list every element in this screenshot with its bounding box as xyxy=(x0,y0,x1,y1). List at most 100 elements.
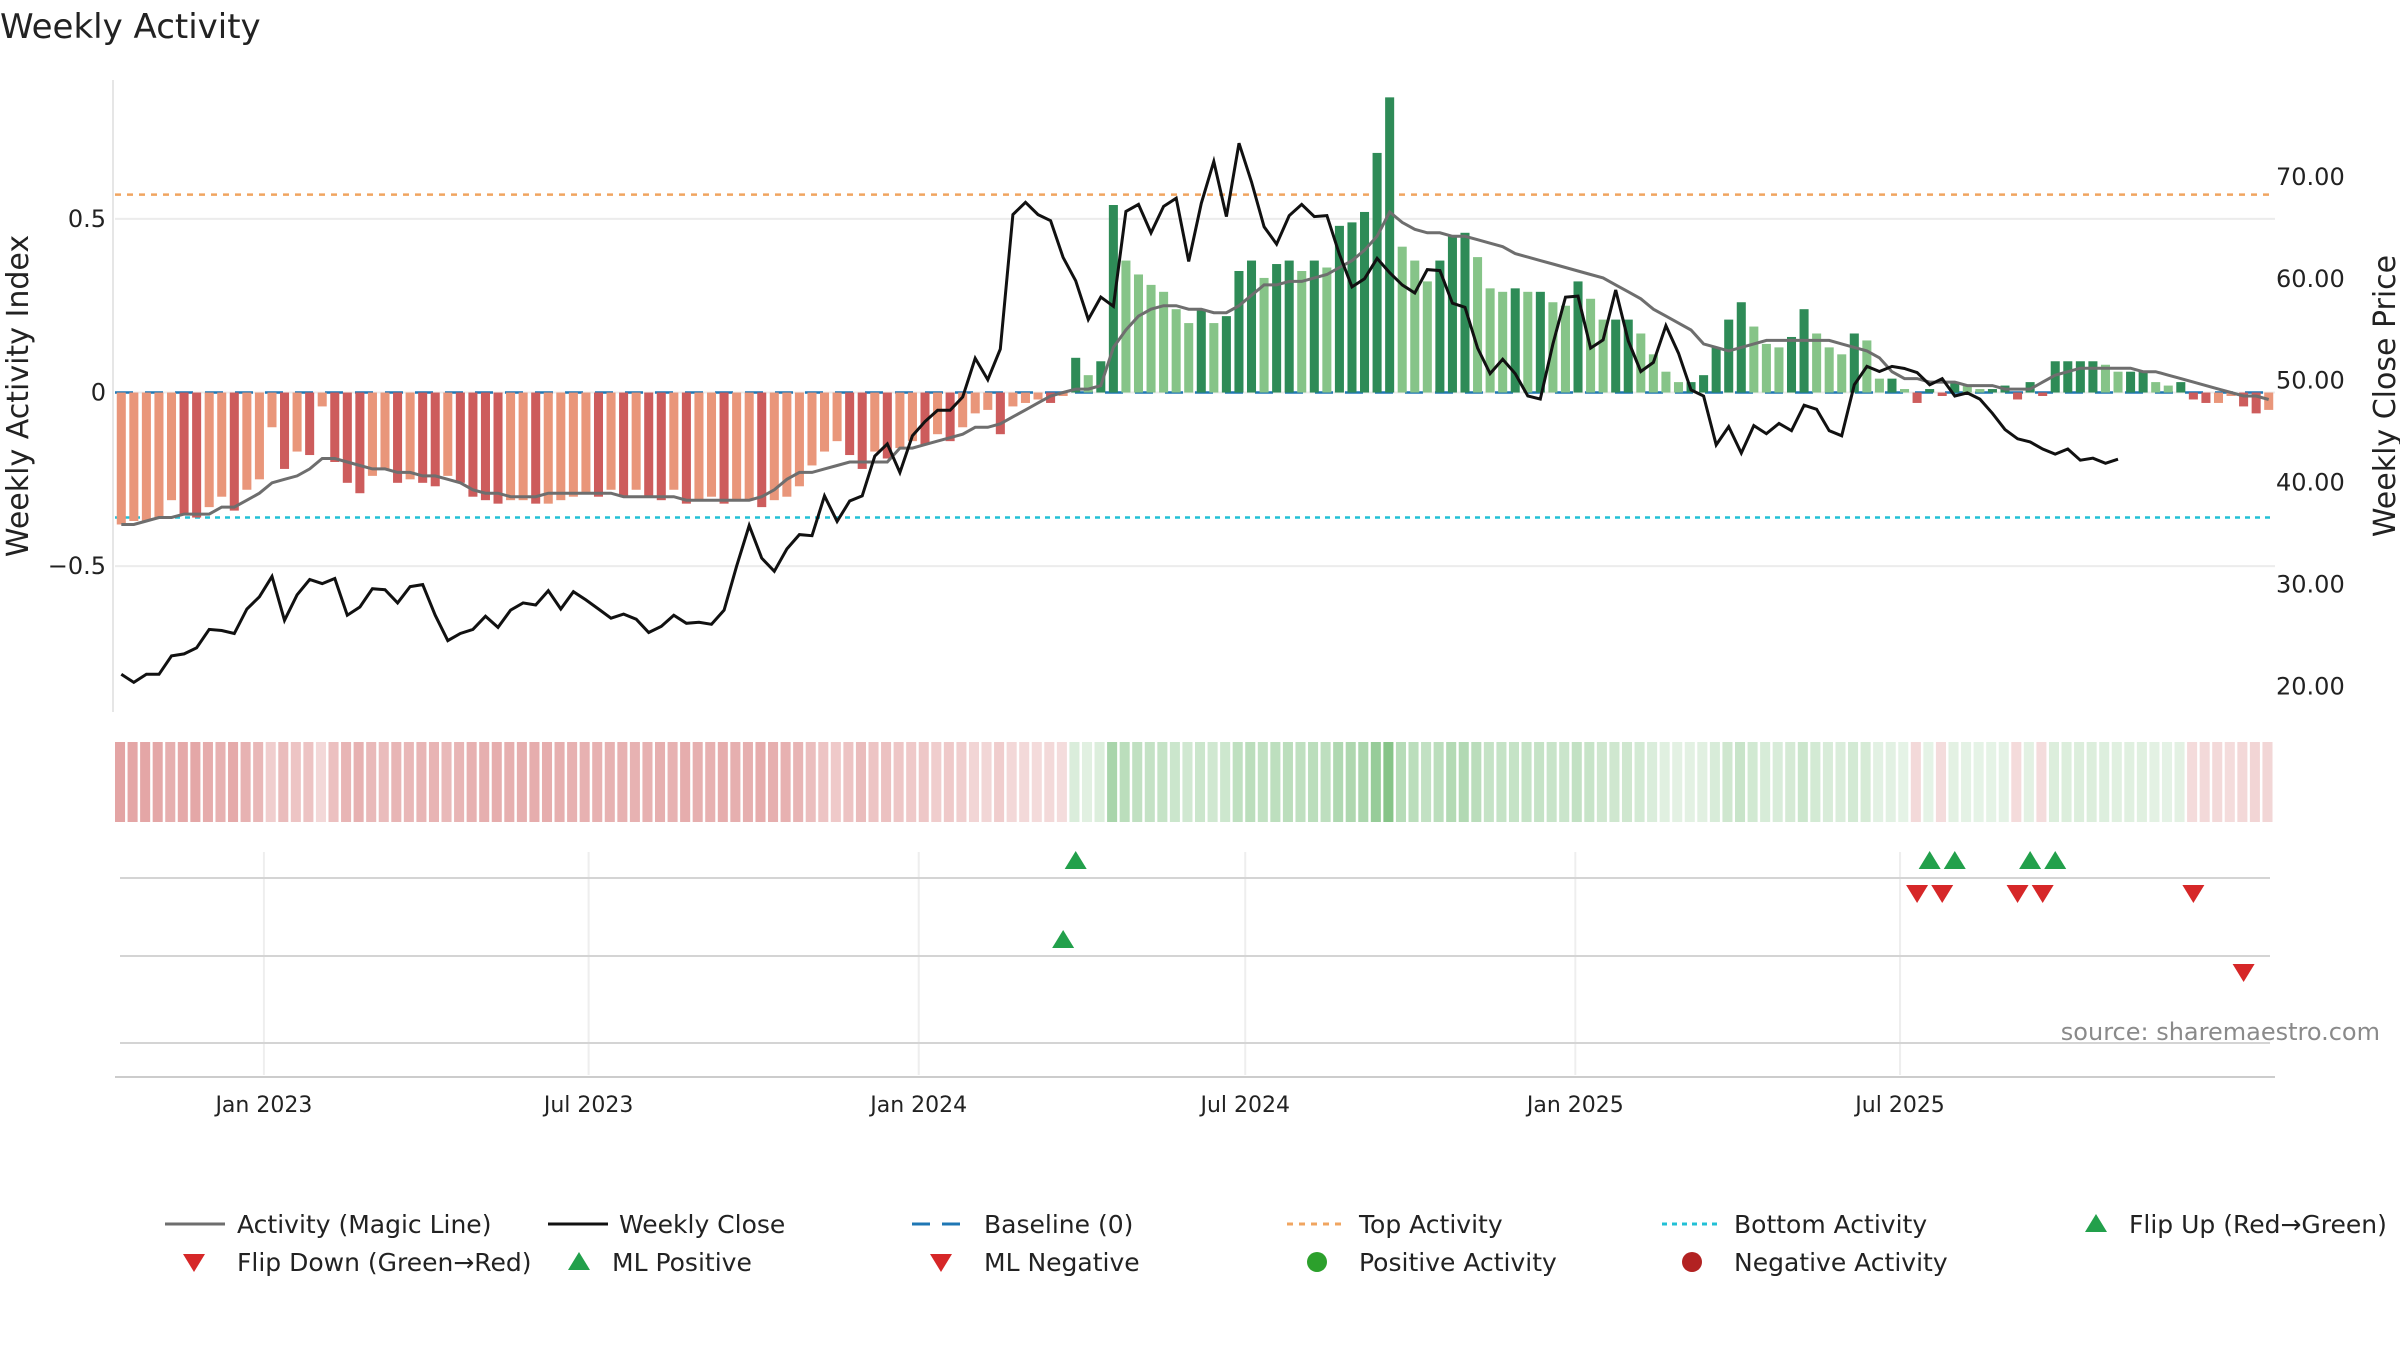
heat-cell xyxy=(1722,742,1733,822)
heat-cell xyxy=(2161,742,2173,822)
activity-bar xyxy=(1849,333,1859,393)
activity-bar xyxy=(1636,333,1646,393)
heat-cell xyxy=(1546,742,1557,822)
activity-bar xyxy=(807,392,817,466)
heat-cell xyxy=(2111,742,2122,822)
activity-bar xyxy=(1284,260,1294,393)
activity-bar xyxy=(2151,382,2161,393)
activity-bar xyxy=(644,392,654,497)
activity-bar xyxy=(254,392,264,480)
activity-bar xyxy=(669,392,679,490)
activity-bar xyxy=(1749,326,1759,393)
heat-cell xyxy=(755,742,766,822)
activity-bar xyxy=(380,392,390,469)
activity-bar xyxy=(1535,291,1545,393)
legend-item-bottom: Bottom Activity xyxy=(1662,1210,1927,1239)
heat-cell xyxy=(303,742,314,822)
flip-down-marker xyxy=(2006,885,2029,903)
activity-bar xyxy=(1937,392,1947,396)
heat-cell xyxy=(2011,742,2022,822)
activity-bar xyxy=(1171,309,1181,393)
activity-bar xyxy=(2100,364,2110,393)
heat-cell xyxy=(1056,742,1067,822)
heat-cell xyxy=(943,742,954,822)
legend-item-top: Top Activity xyxy=(1287,1210,1503,1239)
activity-bar xyxy=(1460,232,1470,393)
activity-bar xyxy=(1573,281,1583,393)
activity-bar xyxy=(556,392,566,501)
y-left-tick-label: −0.5 xyxy=(48,552,106,580)
y-left-tick-label: 0 xyxy=(91,379,106,407)
flip-down-marker xyxy=(1906,885,1929,903)
heat-cell xyxy=(655,742,666,822)
activity-bar xyxy=(1234,270,1244,393)
activity-bar xyxy=(1096,361,1106,393)
heat-cell xyxy=(604,742,615,822)
heat-cell xyxy=(378,742,389,822)
activity-bar xyxy=(2025,382,2035,393)
heat-cell xyxy=(1785,742,1796,822)
heat-cell xyxy=(893,742,904,822)
heat-cell xyxy=(315,742,326,822)
heat-cell xyxy=(793,742,804,822)
activity-bar xyxy=(1435,260,1445,393)
activity-bar xyxy=(970,392,980,414)
legend-label: Negative Activity xyxy=(1734,1248,1948,1277)
heat-cell xyxy=(202,742,213,822)
activity-bar xyxy=(719,392,729,504)
heat-cell xyxy=(391,742,402,822)
heat-cell xyxy=(981,742,992,822)
activity-bar xyxy=(832,392,842,442)
heat-cell xyxy=(1910,742,1921,822)
heat-cell xyxy=(416,742,427,822)
flip-up-marker xyxy=(1918,851,1941,869)
heat-cell xyxy=(1333,742,1344,822)
heat-cell xyxy=(1044,742,1055,822)
legend-item-flip_up: Flip Up (Red→Green) xyxy=(2085,1210,2387,1239)
activity-bar xyxy=(1083,375,1093,393)
page-title: Weekly Activity xyxy=(0,7,261,47)
heat-cell xyxy=(290,742,301,822)
activity-bar xyxy=(1309,260,1319,393)
heat-cell xyxy=(353,742,364,822)
heat-cell xyxy=(1157,742,1168,822)
activity-bar xyxy=(342,392,352,483)
x-tick-label: Jan 2025 xyxy=(1525,1093,1624,1118)
heat-cell xyxy=(1709,742,1720,822)
activity-bar xyxy=(531,392,541,504)
heat-cell xyxy=(2086,742,2097,822)
activity-bar xyxy=(1159,291,1169,393)
heat-cell xyxy=(2237,742,2248,822)
heat-cell xyxy=(152,742,163,822)
heat-cell xyxy=(1421,742,1432,822)
x-tick-label: Jul 2025 xyxy=(1853,1093,1945,1118)
activity-bar xyxy=(2063,361,2073,393)
activity-bar xyxy=(656,392,666,501)
activity-bar xyxy=(1837,354,1847,393)
heat-cell xyxy=(994,742,1005,822)
activity-bar xyxy=(1761,343,1771,393)
heat-cell xyxy=(1132,742,1143,822)
heat-cell xyxy=(278,742,289,822)
x-tick-label: Jan 2023 xyxy=(213,1093,312,1118)
heat-cell xyxy=(667,742,678,822)
heat-cell xyxy=(1810,742,1821,822)
legend-label: Baseline (0) xyxy=(984,1210,1133,1239)
heat-cell xyxy=(830,742,841,822)
heat-cell xyxy=(1471,742,1482,822)
activity-bar xyxy=(1611,319,1621,393)
heat-cell xyxy=(1647,742,1658,822)
activity-bar xyxy=(983,392,993,410)
activity-bar xyxy=(1473,257,1483,393)
activity-bar xyxy=(292,392,302,452)
heat-cell xyxy=(1169,742,1180,822)
legend-item-baseline: Baseline (0) xyxy=(912,1210,1133,1239)
activity-bar xyxy=(217,392,227,497)
activity-bar xyxy=(1121,260,1131,393)
heat-cell xyxy=(579,742,590,822)
activity-bar xyxy=(455,392,465,483)
activity-bar xyxy=(1221,316,1231,393)
heat-cell xyxy=(2249,742,2260,822)
activity-bar xyxy=(2088,361,2098,393)
activity-bar xyxy=(2264,392,2274,410)
